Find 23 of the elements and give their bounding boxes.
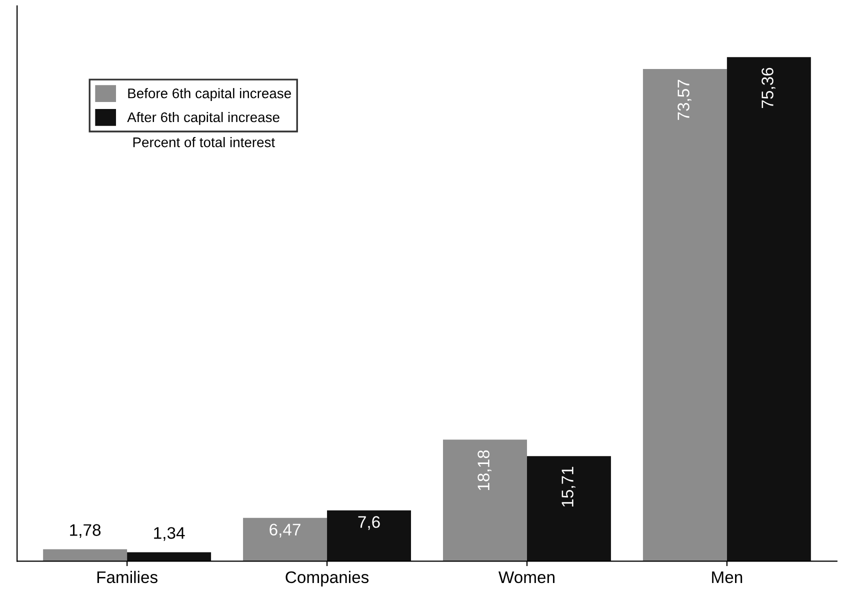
data-label: 73,57: [678, 80, 692, 120]
data-label: 6,47: [270, 524, 300, 538]
bar: [43, 549, 128, 562]
x-tick-label: Families: [97, 570, 158, 584]
data-label: 7,6: [358, 516, 380, 530]
bar: [726, 57, 811, 562]
x-tick-label: Women: [498, 572, 554, 584]
bar: [526, 456, 611, 562]
x-tick-label: Men: [712, 572, 742, 584]
data-label: 1,34: [154, 527, 185, 541]
annotation: Percent of total interest: [133, 137, 275, 148]
x-tick-label: Companies: [286, 570, 369, 586]
bar: [243, 518, 328, 562]
data-label: 15,71: [562, 466, 576, 507]
data-label: 18,18: [478, 450, 492, 490]
bar: [327, 510, 412, 562]
data-label: 1,78: [70, 524, 101, 538]
legend-label: After 6th capital increase: [127, 112, 280, 125]
legend-label: Before 6th capital increase: [128, 88, 291, 102]
data-label: 75,36: [762, 68, 776, 108]
bar: [642, 69, 727, 562]
bar: [442, 440, 527, 562]
bar: [127, 552, 212, 562]
